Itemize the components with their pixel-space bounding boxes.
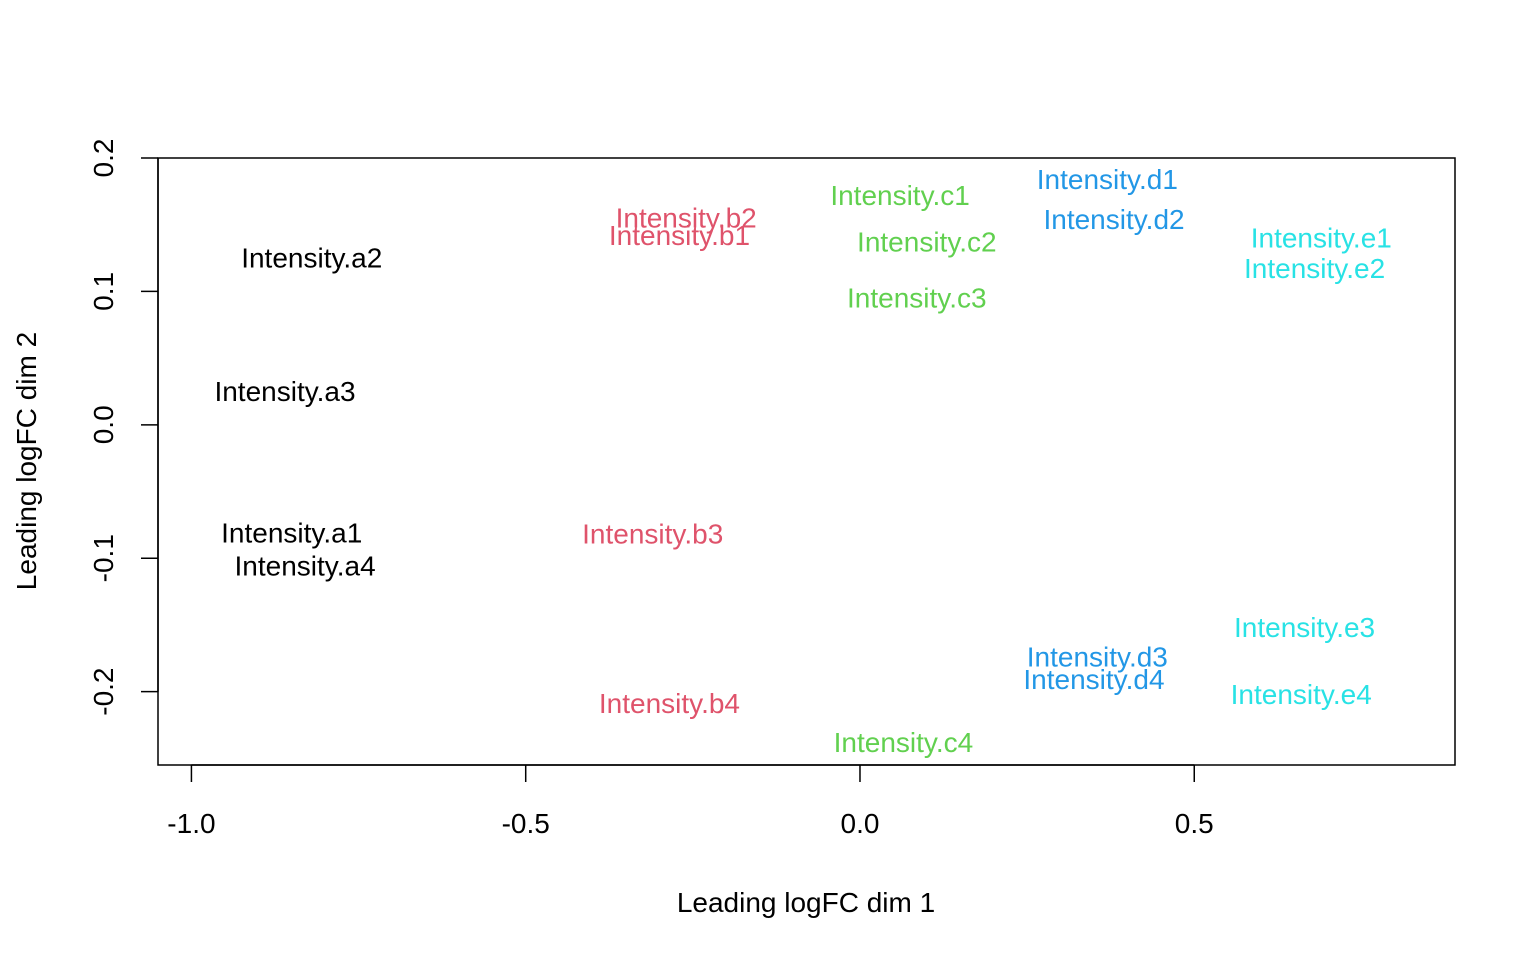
point-label-intensity-c1: Intensity.c1 bbox=[830, 180, 970, 211]
point-label-intensity-c2: Intensity.c2 bbox=[857, 227, 997, 258]
y-tick-label: -0.2 bbox=[88, 668, 119, 716]
y-tick-label: 0.0 bbox=[88, 405, 119, 444]
point-label-intensity-e3: Intensity.e3 bbox=[1234, 612, 1375, 643]
point-label-intensity-e1: Intensity.e1 bbox=[1251, 223, 1392, 254]
y-tick-label: 0.1 bbox=[88, 272, 119, 311]
point-label-intensity-a4: Intensity.a4 bbox=[235, 551, 376, 582]
point-label-intensity-c4: Intensity.c4 bbox=[834, 727, 974, 758]
point-labels: Intensity.a1 Intensity.a2 Intensity.a3 Inte… bbox=[214, 164, 1391, 758]
point-label-intensity-d2: Intensity.d2 bbox=[1043, 204, 1184, 235]
y-axis: -0.2 -0.1 0.0 0.1 0.2 bbox=[88, 139, 159, 716]
x-axis: -1.0 -0.5 0.0 0.5 bbox=[167, 764, 1214, 839]
point-label-intensity-e4: Intensity.e4 bbox=[1231, 679, 1372, 710]
point-label-intensity-a2: Intensity.a2 bbox=[241, 243, 382, 274]
point-label-intensity-d4: Intensity.d4 bbox=[1023, 664, 1164, 695]
x-tick-label: 0.0 bbox=[841, 808, 880, 839]
point-label-intensity-b3: Intensity.b3 bbox=[582, 519, 723, 550]
point-label-intensity-b4: Intensity.b4 bbox=[599, 688, 740, 719]
point-label-intensity-e2: Intensity.e2 bbox=[1244, 253, 1385, 284]
y-axis-title: Leading logFC dim 2 bbox=[11, 332, 42, 590]
point-label-intensity-a1: Intensity.a1 bbox=[221, 517, 362, 548]
point-label-intensity-b1: Intensity.b1 bbox=[609, 220, 750, 251]
y-tick-label: 0.2 bbox=[88, 139, 119, 178]
point-label-intensity-d1: Intensity.d1 bbox=[1037, 164, 1178, 195]
point-label-intensity-c3: Intensity.c3 bbox=[847, 283, 987, 314]
x-tick-label: 0.5 bbox=[1175, 808, 1214, 839]
point-label-intensity-d3: Intensity.d3 bbox=[1027, 641, 1168, 672]
y-tick-label: -0.1 bbox=[88, 534, 119, 582]
point-label-intensity-a3: Intensity.a3 bbox=[214, 376, 355, 407]
x-tick-label: -1.0 bbox=[167, 808, 215, 839]
x-tick-label: -0.5 bbox=[502, 808, 550, 839]
x-axis-title: Leading logFC dim 1 bbox=[677, 887, 935, 918]
point-label-intensity-b2: Intensity.b2 bbox=[616, 203, 757, 234]
